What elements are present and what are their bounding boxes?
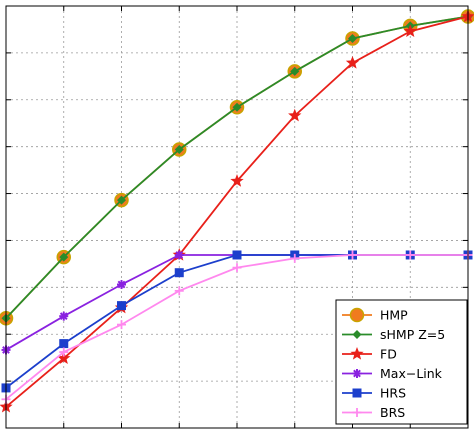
legend-label: sHMP Z=5 [380,327,445,342]
data-point [405,250,415,260]
data-point [352,369,362,378]
data-point [345,55,360,69]
legend: HMP sHMP Z=5 FD Max−Link HRS BRS [335,299,468,425]
legend-label: Max−Link [380,366,443,381]
data-point [352,330,362,339]
legend-entry: Max−Link [342,366,443,381]
data-point [349,307,365,323]
data-point [59,347,69,357]
data-point [290,66,300,76]
marker-stroke [175,251,184,259]
legend-entry: HRS [342,386,406,401]
data-point [59,339,69,349]
legend-label: HMP [380,308,408,323]
data-point [59,252,69,262]
marker-stroke [117,280,126,289]
data-point [352,388,362,398]
data-point [117,301,126,311]
data-point [348,33,357,43]
data-point [59,311,69,321]
data-point [57,351,71,365]
data-point [232,263,242,273]
data-point [117,280,126,290]
data-point [290,253,300,263]
data-point [230,174,244,187]
series-diamond [1,12,473,323]
legend-entry: BRS [342,405,405,420]
data-point [174,250,184,260]
grid [6,6,468,428]
legend-entry: HMP [342,308,408,323]
data-point [232,102,242,112]
data-point [174,286,184,296]
data-point [117,320,126,330]
data-point [174,268,184,278]
legend-label: HRS [380,386,406,401]
legend-label: BRS [380,405,405,420]
marker-stroke [353,369,361,378]
data-point [117,195,126,205]
data-point [288,108,302,122]
series-layer [0,9,474,413]
legend-entry: sHMP Z=5 [342,327,445,342]
data-point [174,144,184,154]
data-point [352,408,362,417]
data-point [232,250,242,260]
data-point [348,250,357,260]
legend-label: FD [380,347,397,362]
legend-entry: FD [342,347,397,362]
marker-stroke [59,312,68,321]
data-point [403,24,417,37]
data-point [350,347,364,360]
